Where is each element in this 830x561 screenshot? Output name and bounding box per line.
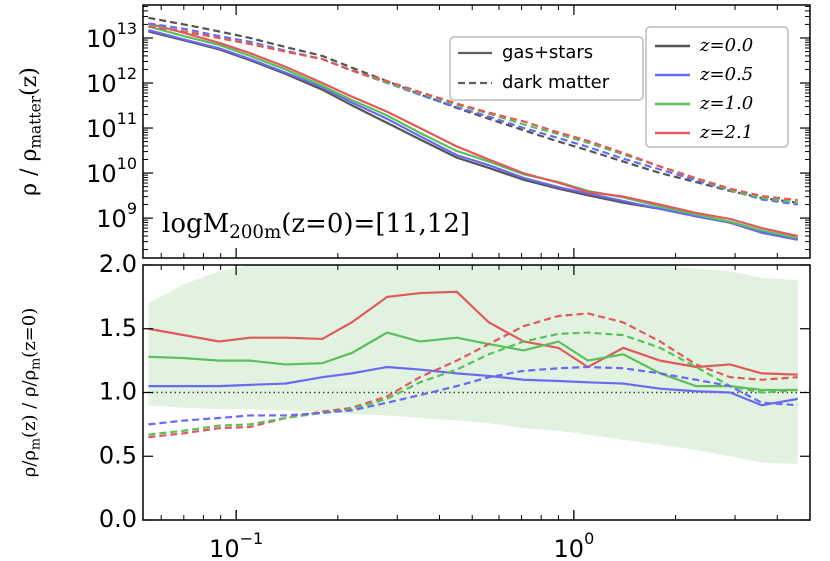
tick-base: 10 [86,25,117,53]
tick-exponent: 11 [117,109,137,128]
text-part: ρ / ρ [17,149,42,196]
axes-frame [142,4,811,259]
y-tick-label: 1.5 [99,314,137,342]
tick-exponent: 12 [117,64,137,83]
tick-base: 10 [209,535,240,561]
tick-exponent: 9 [127,199,137,218]
legend-box [449,36,644,101]
axis-label: ρ/ρm(z) / ρ/ρm(z=0) [19,308,42,477]
axis-label: logM200m(z=0)=[11,12] [162,209,470,243]
solid-line [148,331,798,392]
legend-label: z=2.1 [699,122,753,143]
legend-box [645,26,789,148]
y-tick-label: 1011 [86,109,137,144]
legend-label: z=1.0 [699,93,753,114]
text-part: log [162,209,203,239]
tick-exponent: 0 [584,529,594,548]
dashed-line [148,331,798,436]
y-tick-label: 0.5 [99,441,137,469]
solid-line [148,290,798,376]
legend-label: gas+stars [502,42,593,63]
solid-line [148,28,798,241]
y-tick-label: 0.0 [99,505,137,533]
text-part: (z=0)=[11,12] [281,209,470,239]
tick-base: 10 [86,70,117,98]
dashed-line [148,16,798,204]
dashed-line [148,25,798,202]
tick-exponent: 13 [117,18,137,37]
spread-band [148,265,798,464]
x-tick-label: 10−1 [209,529,263,561]
legend-label: z=0.0 [699,35,753,56]
solid-line [148,25,798,240]
solid-line [148,22,799,238]
text-part: ρ/ρ [19,450,40,477]
plot-area [148,16,799,241]
y-tick-label: 1010 [86,154,137,189]
axis-label: ρ / ρmatter(z) [17,67,45,196]
subscript: m [27,438,42,450]
tick-base: 10 [554,535,585,561]
solid-line [148,365,798,407]
plot-area [143,265,810,464]
tick-base: 10 [86,160,117,188]
text-part: (z) / ρ/ρ [19,370,40,438]
text-part: (z) [17,67,42,96]
y-tick-label: 2.0 [99,250,137,278]
dashed-line [148,312,798,439]
tick-base: 10 [96,205,127,233]
text-part: M [203,209,230,239]
legend-label: dark matter [502,72,610,93]
tick-base: 10 [86,115,117,143]
subscript: 200m [229,222,281,243]
x-tick-label: 100 [554,529,595,561]
tick-exponent: 10 [117,154,137,173]
subscript: matter [27,95,45,148]
y-tick-label: 1013 [86,18,137,53]
text-part: (z=0) [19,308,40,358]
dashed-line [148,22,798,206]
y-tick-label: 1012 [86,64,137,99]
tick-exponent: −1 [240,529,264,548]
subscript: m [27,358,42,370]
legend-label: z=0.5 [699,64,753,85]
y-tick-label: 1.0 [99,378,137,406]
y-tick-label: 109 [96,199,137,234]
